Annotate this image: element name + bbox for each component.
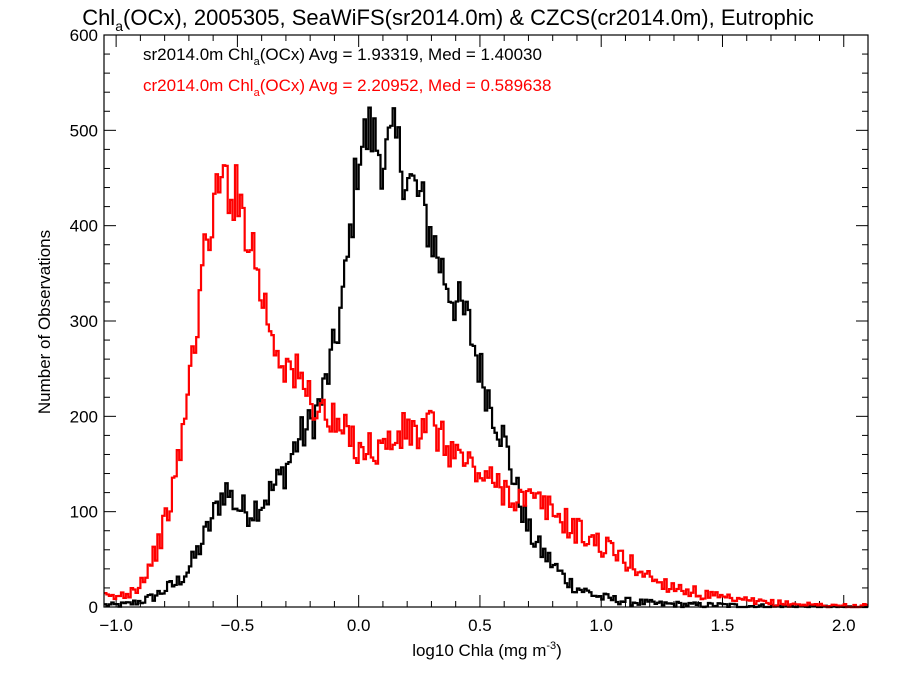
y-tick-label: 600: [70, 26, 98, 45]
x-axis-label-sup: -3: [546, 640, 556, 652]
y-tick-label: 200: [70, 407, 98, 426]
series-2-line: [104, 164, 868, 609]
x-axis-label-pre: log10 Chla (mg m: [412, 641, 546, 660]
y-tick-label: 100: [70, 503, 98, 522]
chart-title: Chla(OCx), 2005305, SeaWiFS(sr2014.0m) &…: [82, 5, 814, 34]
chart-title-post: (OCx), 2005305, SeaWiFS(sr2014.0m) & CZC…: [123, 5, 814, 30]
annotation-series-2-post: (OCx) Avg = 2.20952, Med = 0.589638: [260, 76, 552, 95]
x-axis-label: log10 Chla (mg m-3): [412, 640, 562, 660]
plot-frame: [103, 34, 869, 608]
chart-title-pre: Chl: [82, 5, 115, 30]
x-tick-label: −1.0: [99, 616, 133, 635]
x-tick-label: −0.5: [221, 616, 255, 635]
x-axis-label-post: ): [556, 641, 562, 660]
y-tick-label: 300: [70, 312, 98, 331]
annotation-series-1-pre: sr2014.0m Chl: [143, 45, 254, 64]
x-tick-label: 1.0: [589, 616, 613, 635]
axis-ticks: −1.0 −0.5 0.0 0.5 1.0 1.5 2.0 0 100 200 300 400 500 6…: [70, 26, 869, 635]
y-tick-label: 500: [70, 121, 98, 140]
y-tick-label: 400: [70, 217, 98, 236]
x-tick-label: 0.0: [347, 616, 371, 635]
x-tick-label: 2.0: [832, 616, 856, 635]
annotation-series-2-sub: a: [254, 87, 261, 99]
annotation-series-1: sr2014.0m Chla(OCx) Avg = 1.93319, Med =…: [143, 45, 542, 68]
y-tick-label: 0: [89, 598, 98, 617]
x-tick-label: 0.5: [468, 616, 492, 635]
annotation-series-2-pre: cr2014.0m Chl: [143, 76, 254, 95]
chart-title-sub: a: [115, 18, 123, 34]
annotation-series-2: cr2014.0m Chla(OCx) Avg = 2.20952, Med =…: [143, 76, 551, 99]
y-axis-label: Number of Observations: [35, 230, 54, 414]
annotation-series-1-post: (OCx) Avg = 1.93319, Med = 1.40030: [260, 45, 542, 64]
annotation-series-1-sub: a: [254, 56, 261, 68]
x-tick-label: 1.5: [711, 616, 735, 635]
